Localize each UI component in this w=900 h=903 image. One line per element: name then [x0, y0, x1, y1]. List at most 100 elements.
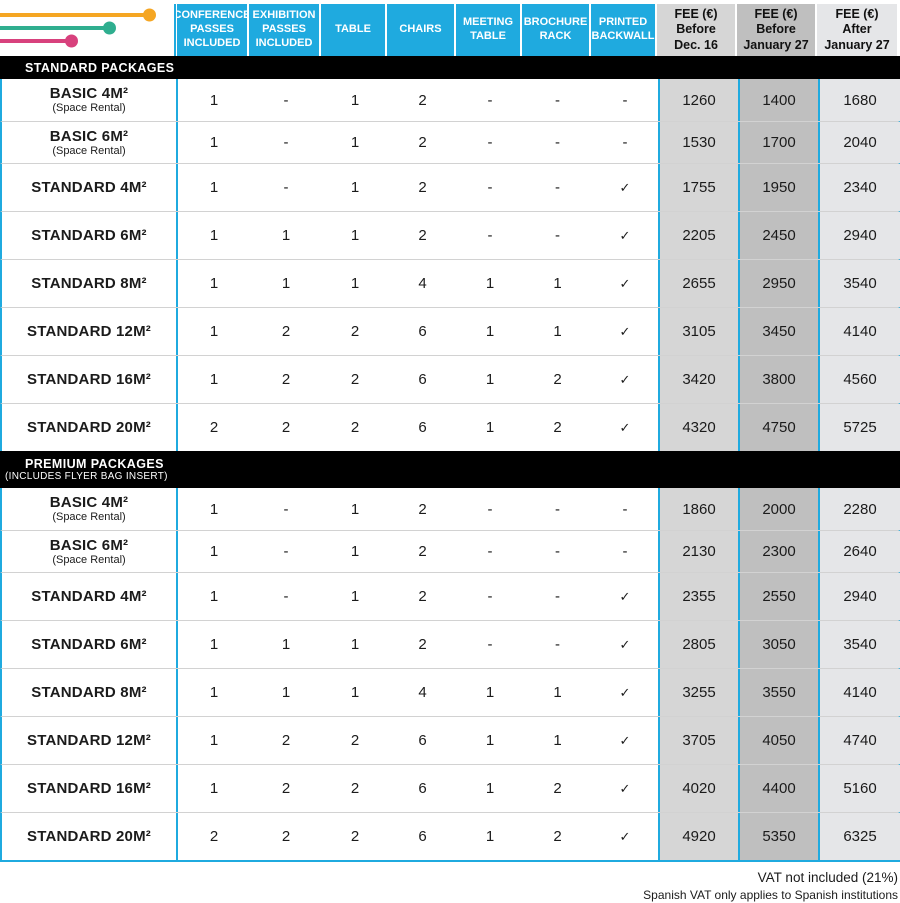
feature-value: 2 — [281, 780, 291, 797]
package-row: STANDARD 4M² 1 - 1 2 - - ✓ 2355 2550 2940 — [0, 572, 900, 620]
feature-value: 2 — [418, 500, 427, 518]
fee-value: 4920 — [658, 813, 738, 860]
feature-value: - — [555, 179, 560, 196]
package-label-cell: STANDARD 4M² — [2, 573, 178, 620]
package-name: STANDARD 6M² — [31, 226, 147, 244]
package-name: STANDARD 8M² — [31, 683, 147, 701]
feature-value: 2 — [209, 828, 219, 845]
package-name: BASIC 6M² — [49, 536, 129, 554]
fee-value: 3050 — [738, 621, 818, 668]
feature-check-icon: ✓ — [619, 732, 631, 748]
feature-value: - — [622, 91, 628, 109]
feature-value: 6 — [418, 371, 427, 388]
package-name: STANDARD 20M² — [27, 827, 151, 845]
column-header-fee-before-dec16: FEE (€) Before Dec. 16 — [657, 4, 735, 56]
fee-value: 4750 — [738, 404, 818, 451]
feature-value: 1 — [281, 636, 291, 653]
package-name: BASIC 4M² — [49, 494, 129, 512]
feature-value: - — [283, 543, 289, 560]
fee-header-line: January 27 — [824, 37, 890, 52]
fee-value: 2000 — [738, 488, 818, 530]
column-header-table: TABLE — [321, 4, 385, 56]
column-header-fee-after-jan27: FEE (€) After January 27 — [817, 4, 897, 56]
feature-value: 1 — [553, 732, 562, 749]
fee-value: 2355 — [658, 573, 738, 620]
package-note: (Space Rental) — [52, 102, 126, 115]
fee-value: 2130 — [658, 531, 738, 572]
section-title: PREMIUM PACKAGES — [25, 457, 164, 471]
column-header-brochure-rack: BROCHURE RACK — [522, 4, 589, 56]
feature-value: 2 — [418, 179, 427, 196]
fee-value: 3540 — [818, 621, 900, 668]
feature-check-icon: ✓ — [619, 636, 631, 652]
fee-value: 1700 — [738, 122, 818, 163]
decor-dot-teal-icon — [103, 21, 116, 35]
fee-value: 4320 — [658, 404, 738, 451]
feature-value: 2 — [209, 419, 219, 436]
fee-value: 2280 — [818, 488, 900, 530]
feature-value: - — [555, 91, 560, 109]
package-label-cell: STANDARD 12M² — [2, 717, 178, 764]
feature-value: 2 — [281, 732, 291, 749]
package-note: (Space Rental) — [52, 144, 126, 157]
feature-value: 1 — [350, 684, 360, 701]
section-title: STANDARD PACKAGES — [25, 60, 175, 75]
feature-value: 1 — [209, 543, 219, 560]
fee-value: 3105 — [658, 308, 738, 355]
feature-value: 2 — [281, 371, 291, 388]
package-name: STANDARD 20M² — [27, 418, 151, 436]
package-label-cell: STANDARD 6M² — [2, 621, 178, 668]
package-label-cell: STANDARD 4M² — [2, 164, 178, 211]
fee-value: 2940 — [818, 212, 900, 259]
fee-value: 2450 — [738, 212, 818, 259]
package-row: STANDARD 20M² 2 2 2 6 1 2 ✓ 4320 4750 5725 — [0, 403, 900, 451]
package-row: STANDARD 20M² 2 2 2 6 1 2 ✓ 4920 5350 6325 — [0, 812, 900, 860]
fee-value: 2300 — [738, 531, 818, 572]
fee-value: 4140 — [818, 308, 900, 355]
package-row: STANDARD 6M² 1 1 1 2 - - ✓ 2805 3050 3540 — [0, 620, 900, 668]
feature-value: 1 — [209, 732, 219, 749]
feature-value: - — [622, 500, 628, 518]
vat-note-line2: Spanish VAT only applies to Spanish inst… — [643, 888, 898, 903]
fee-value: 3450 — [738, 308, 818, 355]
feature-value: - — [487, 636, 493, 653]
feature-value: 1 — [485, 275, 495, 292]
feature-value: - — [487, 134, 493, 151]
fee-value: 2640 — [818, 531, 900, 572]
fee-header-line: Before — [676, 22, 716, 37]
feature-value: - — [622, 134, 628, 151]
feature-value: 2 — [281, 828, 291, 845]
package-name: STANDARD 12M² — [27, 322, 151, 340]
feature-value: 1 — [485, 780, 495, 797]
feature-check-icon: ✓ — [619, 275, 631, 291]
feature-value: 6 — [418, 323, 427, 340]
feature-value: - — [555, 500, 560, 518]
column-header-exhibition-passes: EXHIBITION PASSES INCLUDED — [249, 4, 319, 56]
package-label-cell: STANDARD 16M² — [2, 356, 178, 403]
fee-value: 1950 — [738, 164, 818, 211]
fee-value: 1680 — [818, 79, 900, 121]
feature-value: 1 — [209, 227, 219, 244]
fee-value: 2655 — [658, 260, 738, 307]
feature-value: 1 — [209, 91, 219, 109]
package-name: STANDARD 16M² — [27, 370, 151, 388]
feature-value: 1 — [485, 828, 495, 845]
feature-value: 2 — [350, 828, 360, 845]
fee-value: 3550 — [738, 669, 818, 716]
feature-value: - — [487, 543, 493, 560]
feature-value: - — [622, 543, 628, 560]
package-row: STANDARD 4M² 1 - 1 2 - - ✓ 1755 1950 2340 — [0, 163, 900, 211]
fee-value: 3255 — [658, 669, 738, 716]
feature-check-icon: ✓ — [619, 179, 631, 195]
fee-value: 3800 — [738, 356, 818, 403]
feature-check-icon: ✓ — [619, 227, 631, 243]
decor-dot-pink-icon — [65, 34, 78, 48]
feature-value: 1 — [281, 227, 291, 244]
feature-value: 1 — [350, 588, 360, 605]
package-label-cell: STANDARD 8M² — [2, 260, 178, 307]
feature-value: 1 — [553, 684, 562, 701]
package-name: STANDARD 4M² — [31, 178, 147, 196]
column-header-printed-backwall: PRINTED BACKWALL — [591, 4, 655, 56]
feature-value: 2 — [350, 419, 360, 436]
package-row: STANDARD 8M² 1 1 1 4 1 1 ✓ 3255 3550 4140 — [0, 668, 900, 716]
